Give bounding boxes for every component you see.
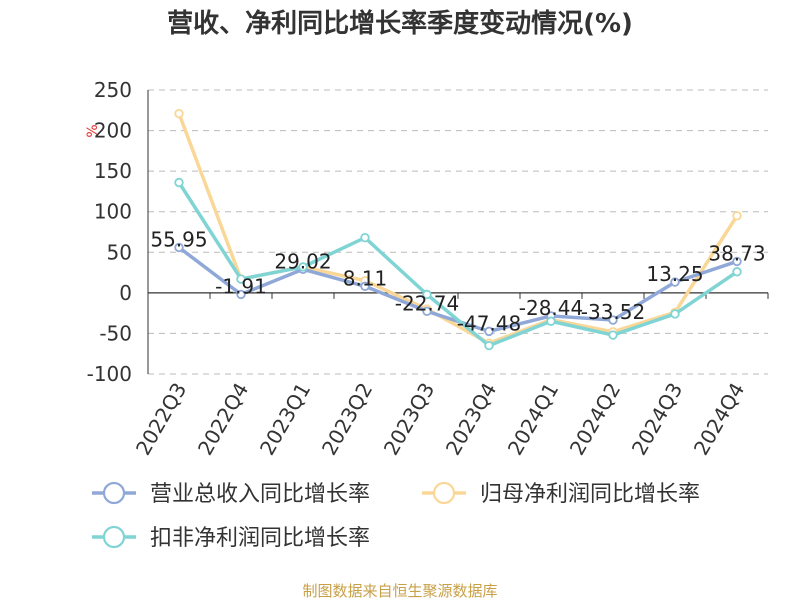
- data-point: [670, 277, 680, 287]
- x-tick-label: 2024Q4: [689, 379, 749, 460]
- y-axis-unit: %: [85, 124, 101, 137]
- data-point: [174, 108, 184, 119]
- data-point: [670, 309, 680, 319]
- legend-label: 归母净利润同比增长率: [480, 482, 700, 507]
- data-label: -22.74: [395, 291, 459, 315]
- data-label: -28.44: [519, 296, 583, 320]
- source-note: 制图数据来自恒生聚源数据库: [302, 582, 497, 600]
- data-point: [174, 177, 184, 188]
- data-point: [732, 267, 742, 277]
- legend-label: 营业总收入同比增长率: [150, 482, 370, 507]
- x-tick-label: 2023Q2: [317, 379, 377, 460]
- data-point: [236, 289, 246, 300]
- data-point: [298, 262, 308, 272]
- data-label: -47.48: [457, 311, 521, 335]
- x-tick-label: 2022Q4: [193, 379, 253, 460]
- data-labels: 55.95 -1.91 29.02 8.11 -22.74-47.48-28.44-33…: [150, 227, 765, 335]
- y-tick-label: 0: [119, 281, 132, 305]
- data-label: -1.91: [215, 274, 267, 298]
- y-tick-label: 250: [94, 78, 132, 102]
- x-tick-label: 2024Q2: [565, 379, 625, 460]
- data-point: [422, 306, 432, 317]
- y-tick-label: 200: [94, 119, 132, 143]
- legend-swatch-marker: [102, 481, 126, 505]
- data-point: [608, 330, 618, 340]
- data-label: 13.25: [646, 262, 703, 286]
- y-tick-label: -100: [87, 362, 132, 386]
- data-point: [732, 256, 742, 267]
- legend-swatch-marker: [102, 525, 126, 549]
- data-label: 38.73: [708, 241, 765, 265]
- data-label: 29.02: [274, 249, 331, 273]
- y-axis: -100 -50 0 50 100 150 200 250: [87, 78, 149, 386]
- series-line: [177, 181, 738, 348]
- data-point: [732, 211, 742, 221]
- x-tick-label: 2023Q1: [255, 379, 315, 460]
- legend-swatch-marker: [432, 481, 456, 505]
- y-tick-label: 50: [107, 240, 132, 264]
- chart-title: 营收、净利同比增长率季度变动情况(%): [167, 8, 633, 39]
- x-tick-label: 2024Q3: [627, 379, 687, 460]
- y-tick-label: -50: [99, 321, 132, 345]
- data-point: [546, 316, 556, 326]
- data-point: [422, 289, 432, 300]
- x-tick-label: 2022Q3: [131, 379, 191, 460]
- data-point: [484, 326, 494, 337]
- series-group: [174, 108, 742, 351]
- data-point: [174, 242, 184, 253]
- legend-label: 扣非净利润同比增长率: [150, 526, 370, 551]
- x-tick-label: 2024Q1: [503, 379, 563, 460]
- data-point: [608, 315, 618, 325]
- data-label: -33.52: [581, 300, 645, 324]
- x-tick-label: 2023Q3: [379, 379, 439, 460]
- data-point: [360, 232, 370, 243]
- y-tick-label: 150: [94, 159, 132, 183]
- data-point: [360, 281, 370, 291]
- data-label: 55.95: [150, 227, 207, 251]
- x-tick-label: 2023Q4: [441, 379, 501, 460]
- y-tick-label: 100: [94, 200, 132, 224]
- data-point: [484, 340, 494, 351]
- data-label: 8.11: [343, 266, 388, 290]
- grid-lines: [148, 89, 768, 375]
- data-point: [236, 274, 246, 284]
